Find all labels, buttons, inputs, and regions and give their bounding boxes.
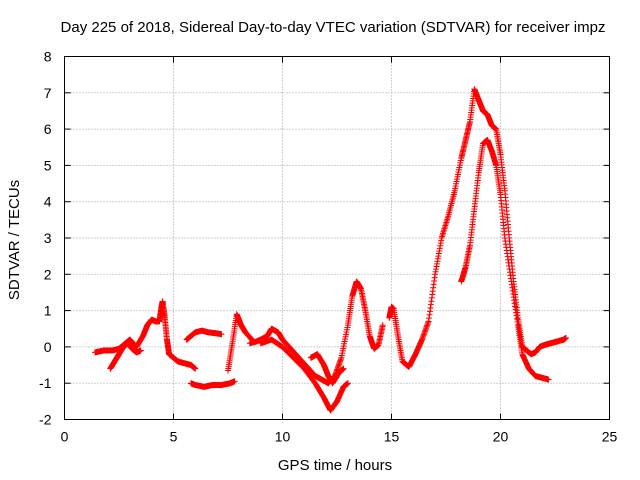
plus-marker-path (183, 327, 225, 343)
series-track-B (107, 340, 144, 372)
axis-ticks: 0 5 10 15 20 25 -2 -1 0 1 2 3 4 5 6 7 8 (39, 49, 617, 445)
plus-marker-path (107, 340, 144, 372)
series-track-H (257, 336, 351, 414)
x-tick-label: 5 (170, 429, 178, 445)
chart-title: Day 225 of 2018, Sidereal Day-to-day VTE… (61, 19, 606, 36)
y-tick-label: -1 (39, 375, 52, 391)
y-tick-label: 0 (44, 339, 52, 355)
y-tick-label: 7 (44, 85, 52, 101)
plus-marker-path (386, 86, 569, 370)
plus-marker-path (187, 378, 238, 390)
series-track-J (386, 86, 569, 370)
plus-marker-path (257, 336, 351, 414)
series-track-D (183, 327, 225, 343)
x-tick-label: 15 (384, 429, 400, 445)
y-axis-label: SDTVAR / TECUs (6, 180, 23, 300)
y-tick-label: 1 (44, 303, 52, 319)
plus-marker-path (159, 298, 199, 372)
plot-frame (64, 56, 610, 420)
plus-marker-path (307, 351, 347, 387)
series-track-E (187, 378, 238, 390)
y-tick-label: 8 (44, 49, 52, 65)
y-tick-label: -2 (39, 412, 52, 428)
plus-marker-path (225, 311, 255, 374)
x-tick-label: 20 (493, 429, 509, 445)
x-tick-label: 25 (602, 429, 618, 445)
series-track-K (458, 136, 552, 383)
x-tick-label: 10 (275, 429, 291, 445)
plus-marker-path (458, 136, 552, 383)
plus-marker-path (246, 278, 386, 387)
y-tick-label: 5 (44, 157, 52, 173)
data-markers (92, 86, 569, 414)
series-track-C (159, 298, 199, 372)
series-track-G (246, 278, 386, 387)
y-tick-label: 2 (44, 266, 52, 282)
grid-lines (64, 56, 610, 420)
series-track-I (307, 351, 347, 387)
x-tick-label: 0 (61, 429, 69, 445)
x-axis-label: GPS time / hours (278, 457, 392, 474)
y-tick-label: 3 (44, 230, 52, 246)
y-tick-label: 4 (44, 194, 52, 210)
series-track-F (225, 311, 255, 374)
y-tick-label: 6 (44, 121, 52, 137)
